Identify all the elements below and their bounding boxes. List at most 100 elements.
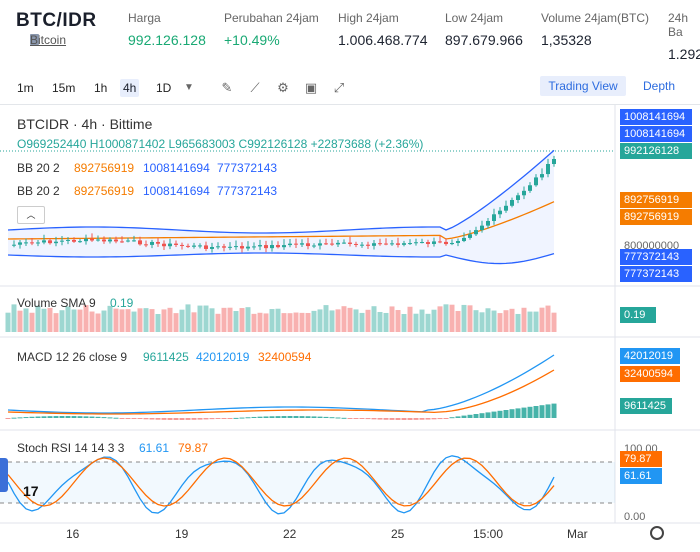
volume-bar — [107, 305, 113, 332]
macd-histogram-bar — [161, 418, 167, 420]
price-tag-last: 992126128 — [620, 143, 692, 159]
volume-bar — [173, 313, 179, 332]
candle-body — [126, 240, 130, 242]
volume-bar — [143, 308, 149, 332]
price-chart[interactable] — [0, 105, 700, 552]
volume-bar — [449, 304, 455, 332]
macd-histogram-bar — [179, 418, 185, 420]
pencil-icon[interactable]: ✎ — [221, 80, 233, 95]
macd-histogram-bar — [491, 411, 497, 418]
macd-histogram-bar — [353, 418, 359, 419]
candle-body — [264, 245, 268, 249]
macd-signal-line — [7, 369, 555, 415]
volume-bar — [155, 313, 161, 332]
macd-histogram-bar — [29, 416, 35, 418]
macd-histogram-bar — [59, 416, 65, 418]
bb1-upper-value: 1008141694 — [143, 161, 210, 175]
candle-body — [438, 241, 442, 243]
x-tick-22: 22 — [283, 527, 297, 541]
fullscreen-icon[interactable]: ⤢ — [333, 80, 345, 95]
candle-body — [474, 230, 478, 235]
bb-basis-line — [7, 201, 555, 240]
candle-body — [372, 243, 376, 246]
save-icon[interactable]: ▣ — [304, 80, 318, 95]
macd-histogram-bar — [545, 404, 551, 418]
macd-histogram-bar — [401, 418, 407, 420]
candle-body — [180, 244, 184, 246]
volume-bar — [497, 313, 503, 332]
macd-histogram-bar — [251, 416, 257, 418]
candle-body — [498, 210, 502, 215]
legend-collapse-button[interactable]: ︿ — [17, 206, 45, 224]
volume-bar — [11, 304, 17, 332]
stat-price: Harga 992.126.128 — [128, 11, 206, 48]
bb2-basis-value: 892756919 — [74, 184, 135, 198]
macd-histogram-bar — [299, 416, 305, 418]
macd-histogram-bar — [515, 408, 521, 418]
candle-body — [198, 245, 202, 247]
stoch-k-value: 61.61 — [139, 441, 170, 455]
bb-upper-line — [7, 149, 555, 234]
macd-histogram-bar — [395, 418, 401, 420]
gear-icon[interactable]: ⚙ — [277, 80, 289, 95]
volume-bar — [59, 310, 65, 332]
candle-body — [12, 244, 16, 246]
candle-body — [78, 241, 82, 243]
candle-body — [36, 242, 40, 244]
volume-bar — [119, 309, 125, 332]
pair-title: BTC/IDR — [16, 10, 97, 31]
macd-histogram-bar — [431, 418, 437, 420]
timeframe-1d[interactable]: 1D — [156, 81, 172, 95]
macd-histogram-bar — [257, 416, 263, 418]
candle-body — [252, 246, 256, 248]
x-tick-mar: Mar — [567, 527, 588, 541]
timeframe-1m[interactable]: 1m — [17, 81, 34, 95]
chevron-down-icon[interactable]: ▼ — [184, 82, 194, 93]
volume-bar — [515, 313, 521, 332]
depth-tab[interactable]: Depth — [642, 79, 676, 93]
document-icon — [30, 34, 39, 45]
volume-bar — [17, 310, 23, 332]
volume-bar — [455, 310, 461, 332]
candle-body — [450, 242, 454, 245]
macd-histogram-bar — [305, 416, 311, 418]
volume-bar — [533, 311, 539, 332]
trading-view-tab[interactable]: Trading View — [540, 76, 626, 96]
coin-link[interactable]: Bitcoin — [30, 33, 66, 47]
chart-settings-icon[interactable] — [650, 526, 664, 540]
candle-body — [348, 242, 352, 244]
stat-label: High 24jam — [338, 11, 399, 25]
candle-body — [294, 243, 298, 245]
candle-body — [66, 239, 70, 241]
candle-body — [528, 185, 532, 191]
stoch-tick-0: 0.00 — [624, 511, 646, 523]
volume-bar — [125, 309, 131, 332]
macd-histogram-bar — [17, 417, 23, 419]
volume-bar — [197, 305, 203, 332]
timeframe-1h[interactable]: 1h — [94, 81, 108, 95]
candle-body — [216, 246, 220, 248]
volume-bar — [221, 307, 227, 332]
candle-body — [360, 244, 364, 246]
side-panel-toggle[interactable] — [0, 458, 8, 492]
candle-body — [480, 225, 484, 231]
macd-histogram-bar — [131, 418, 137, 419]
volume-name: Volume SMA 9 — [17, 296, 96, 310]
macd-hist-value: 9611425 — [143, 350, 189, 364]
timeframe-4h[interactable]: 4h — [120, 79, 140, 97]
candle-body — [444, 241, 448, 245]
macd-histogram-bar — [137, 418, 143, 420]
macd-histogram-bar — [209, 418, 215, 420]
bb1-name: BB 20 2 — [17, 161, 60, 175]
volume-bar — [239, 308, 245, 332]
macd-histogram-bar — [341, 417, 347, 419]
macd-histogram-bar — [185, 418, 191, 420]
volume-bar — [77, 309, 83, 332]
macd-histogram-bar — [41, 416, 47, 418]
candle-body — [144, 244, 148, 246]
macd-histogram-bar — [11, 417, 17, 419]
x-tick-1500: 15:00 — [473, 527, 504, 541]
candle-body — [228, 246, 232, 248]
timeframe-15m[interactable]: 15m — [52, 81, 76, 95]
indicator-icon[interactable]: ⟋ — [250, 80, 260, 95]
